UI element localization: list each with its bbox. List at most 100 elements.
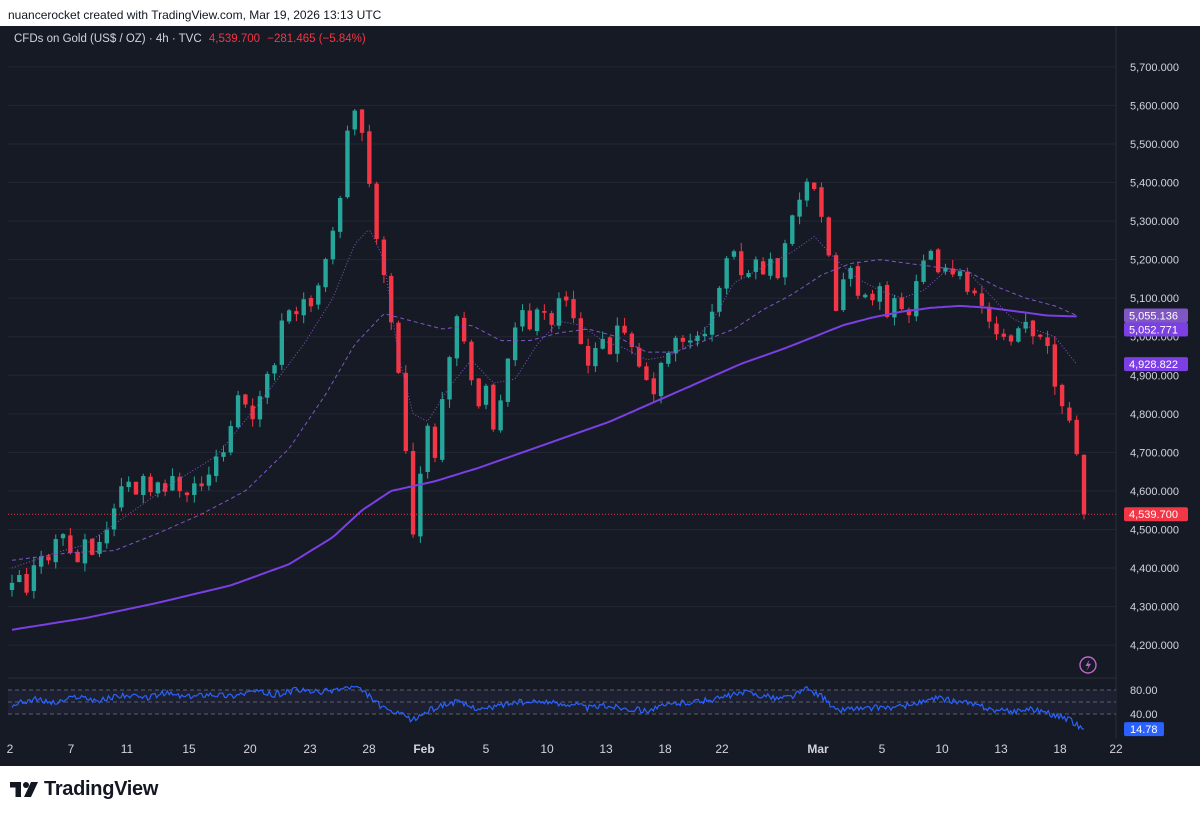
candle-body <box>491 384 496 430</box>
chart-frame[interactable]: 5,700.000 5,600.000 5,500.000 5,400.000 5,30… <box>0 26 1200 766</box>
candle-body <box>731 251 737 257</box>
candle-body <box>797 199 802 217</box>
candle-body <box>440 399 445 460</box>
candle-body <box>235 395 241 428</box>
candle-body <box>17 575 22 583</box>
candle-body <box>1008 335 1014 342</box>
candle-body <box>418 473 423 537</box>
candle-body <box>214 456 219 477</box>
candle-body <box>476 378 481 407</box>
candle-body <box>899 297 904 310</box>
y-tick-label: 4,300.000 <box>1130 602 1179 614</box>
price-label-tag <box>1124 507 1188 522</box>
candle-body <box>585 345 591 366</box>
candle-body <box>1001 333 1006 337</box>
rsi-tick-label: 80.00 <box>1130 685 1158 697</box>
candle-body <box>126 481 131 488</box>
x-tick-label: 20 <box>243 742 257 756</box>
rsi-bands <box>8 689 1116 715</box>
candle-body <box>607 337 613 355</box>
candle-body <box>337 198 343 232</box>
candle-body <box>826 217 831 256</box>
candle-body <box>542 310 547 313</box>
candle-body <box>906 309 912 316</box>
candle-body <box>498 400 503 431</box>
candle-body <box>564 296 569 301</box>
candle-body <box>870 293 875 301</box>
y-tick-label: 4,400.000 <box>1130 563 1179 575</box>
grid-lines <box>8 26 1117 738</box>
price-label-text: 4,539.700 <box>1129 509 1178 521</box>
x-tick-label: 11 <box>121 742 134 756</box>
x-tick-label: 28 <box>362 742 376 756</box>
candle-body <box>119 486 124 508</box>
candle-body <box>943 267 948 272</box>
candle-body <box>141 475 146 496</box>
candle-body <box>184 492 190 496</box>
candle-body <box>60 534 66 539</box>
y-tick-label: 4,900.000 <box>1130 370 1179 382</box>
candle-body <box>768 258 773 276</box>
candle-body <box>804 181 810 201</box>
x-tick-label: Feb <box>413 742 434 756</box>
candle-body <box>644 366 649 380</box>
price-label-tag <box>1124 357 1188 372</box>
moving-averages <box>11 230 1078 631</box>
candle-body <box>629 333 635 348</box>
candle-body <box>884 284 890 317</box>
tradingview-logo[interactable]: TradingView <box>10 778 158 801</box>
candle-body <box>316 285 321 305</box>
candle-body <box>68 535 73 553</box>
candle-body <box>658 362 664 397</box>
candle-body <box>615 325 620 354</box>
candle-body <box>928 250 934 260</box>
candle-body <box>549 313 554 325</box>
candle-body <box>403 372 408 452</box>
legend: CFDs on Gold (US$ / OZ) · 4h · TVC 4,539… <box>14 33 366 45</box>
price-label-text: 5,052.771 <box>1129 324 1178 336</box>
y-tick-label: 5,400.000 <box>1130 178 1179 190</box>
flash-icon[interactable] <box>1079 656 1097 674</box>
x-tick-label: 10 <box>935 742 949 756</box>
y-tick-label: 4,800.000 <box>1130 409 1179 421</box>
candle-body <box>148 476 153 493</box>
footer: TradingView <box>0 766 1200 813</box>
candle-body <box>695 335 700 342</box>
rsi-tick-label: 40.00 <box>1130 709 1158 721</box>
x-tick-label: 23 <box>303 742 317 756</box>
candle-body <box>848 267 853 279</box>
x-tick-label: 15 <box>182 742 196 756</box>
y-tick-label: 5,200.000 <box>1130 255 1179 267</box>
x-tick-label: 7 <box>68 742 75 756</box>
candle-body <box>425 425 430 472</box>
candle-body <box>1016 328 1021 342</box>
candle-body <box>979 293 985 306</box>
candle-body <box>673 337 678 354</box>
candle-body <box>957 271 963 277</box>
x-tick-label: 5 <box>483 742 490 756</box>
x-tick-label: 22 <box>715 742 729 756</box>
candle-body <box>447 357 452 400</box>
y-axis: 5,700.000 5,600.000 5,500.000 5,400.000 5,30… <box>1124 62 1179 737</box>
candle-body <box>38 556 44 567</box>
chart-caption: nuancerocket created with TradingView.co… <box>8 8 382 22</box>
x-tick-label: 22 <box>1109 742 1123 756</box>
x-tick-label: 13 <box>599 742 613 756</box>
candle-body <box>90 538 95 555</box>
candle-body <box>104 529 109 544</box>
candle-body <box>330 230 336 260</box>
candle-body <box>600 338 605 349</box>
candle-body <box>272 365 277 374</box>
price-chart[interactable]: 5,700.000 5,600.000 5,500.000 5,400.000 5,30… <box>0 26 1200 766</box>
y-tick-label: 5,700.000 <box>1130 62 1179 74</box>
candle-body <box>811 182 817 190</box>
y-tick-label: 4,200.000 <box>1130 640 1179 652</box>
candle-body <box>855 266 861 296</box>
x-axis: 2 7 11 15 20 23 28 Feb 5 10 13 18 22 Mar 5 10 13 18 22 <box>7 742 1123 756</box>
candle-body <box>228 426 233 453</box>
legend-symbol: CFDs on Gold (US$ / OZ) · 4h · TVC <box>14 33 202 45</box>
candle-body <box>294 311 299 315</box>
candle-body <box>987 306 992 322</box>
rsi-current-tag <box>1124 722 1164 737</box>
candle-body <box>483 385 489 405</box>
